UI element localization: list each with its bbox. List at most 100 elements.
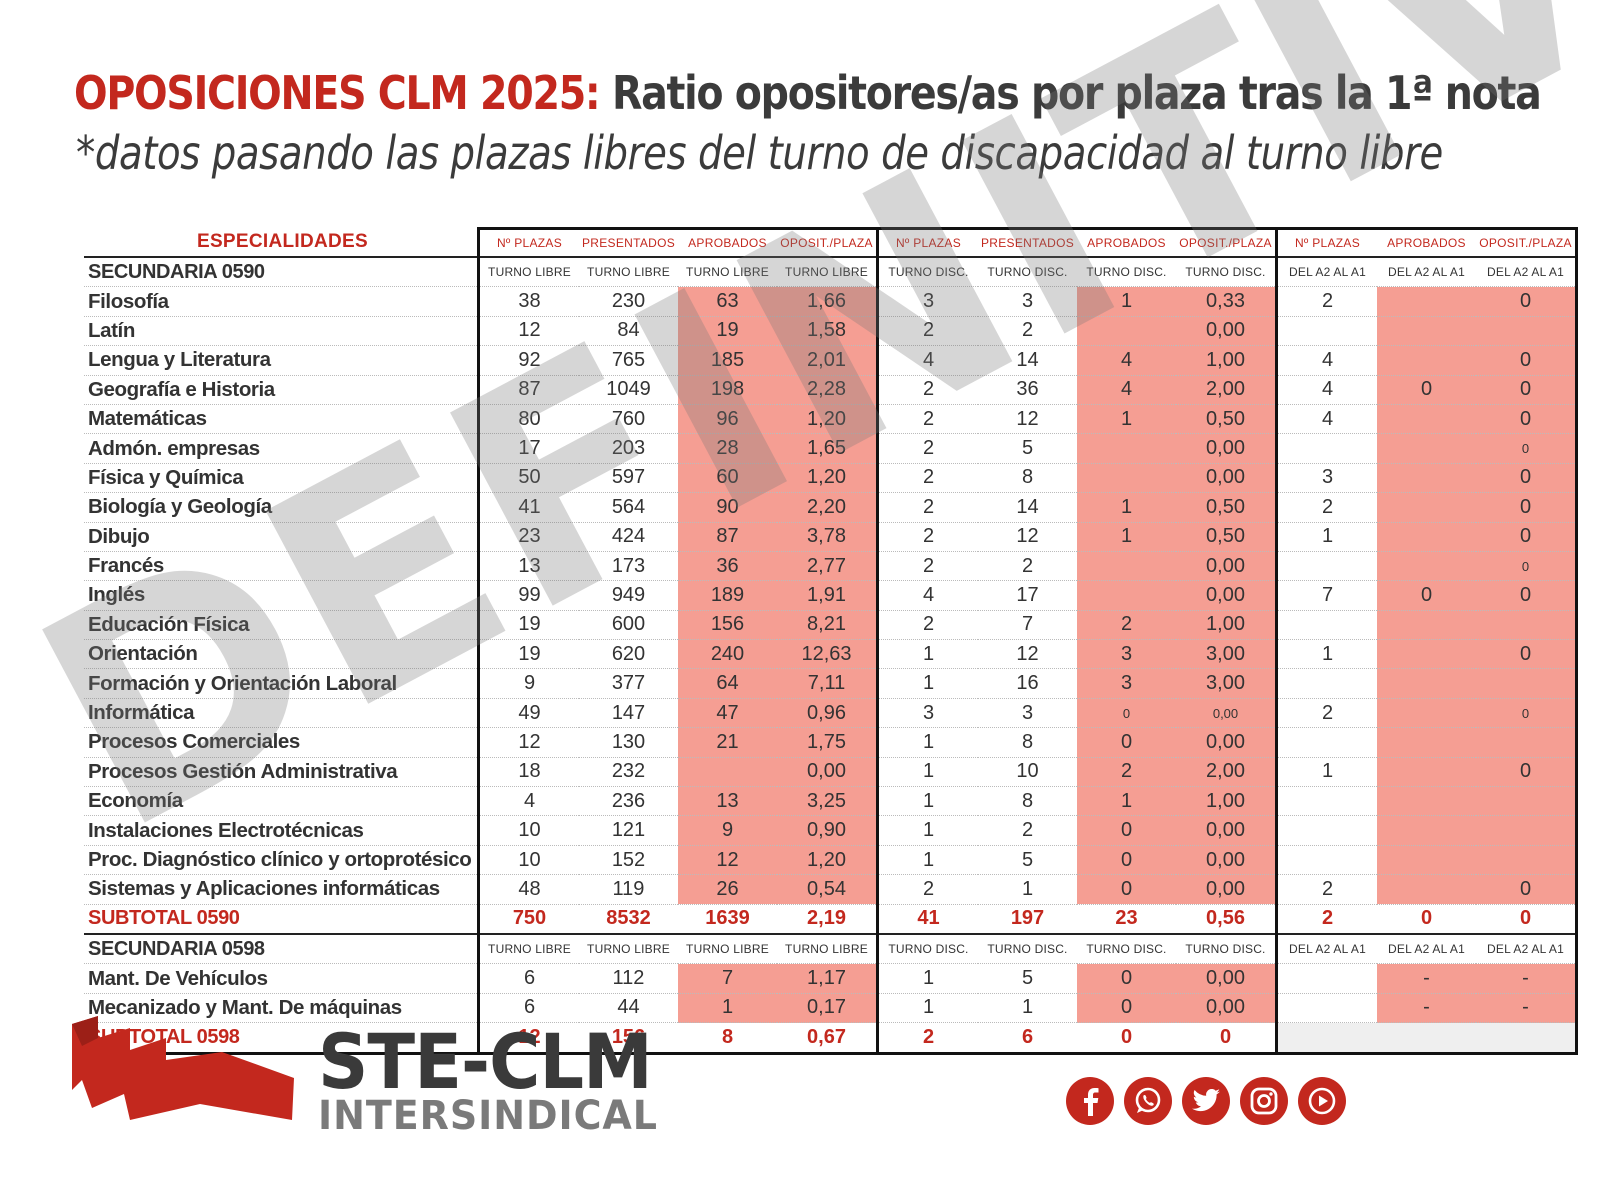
table-cell: 99 — [477, 580, 579, 611]
table-cell: 4 — [1077, 375, 1176, 405]
table-cell: 2,01 — [777, 345, 879, 376]
table-row: Informática 49 147 47 0,96 3 3 0 0,00 2 0 — [84, 698, 1578, 729]
table-cell: 765 — [579, 345, 678, 376]
table-row: Sistemas y Aplicaciones informáticas 48 11… — [84, 874, 1578, 905]
table-row: Dibujo 23 424 87 3,78 2 12 1 0,50 1 0 — [84, 522, 1578, 552]
table-cell: 147 — [579, 698, 678, 729]
table-cell — [1275, 433, 1377, 464]
specialty-name: Biología y Geología — [84, 492, 479, 523]
table-cell: 3,25 — [777, 786, 879, 817]
table-cell: 152 — [579, 845, 678, 876]
ratio-table-container: ESPECIALIDADES Nº PLAZAS PRESENTADOS APROBA… — [84, 227, 1578, 1055]
table-cell — [1377, 463, 1476, 494]
subtotal-label: SUBTOTAL 0590 — [84, 904, 479, 935]
table-cell: 2 — [1275, 286, 1377, 317]
youtube-icon[interactable] — [1298, 1077, 1346, 1125]
table-cell: 377 — [579, 668, 678, 699]
table-cell: 0,00 — [1176, 433, 1278, 464]
table-cell: 47 — [678, 698, 777, 729]
table-cell: 1 — [1077, 522, 1176, 552]
table-cell: 2 — [876, 375, 978, 405]
table-cell: 8 — [978, 727, 1077, 758]
table-cell — [1377, 639, 1476, 670]
specialty-name: Geografía e Historia — [84, 375, 479, 405]
table-cell: 0 — [1476, 492, 1578, 523]
subtotal-cell: 8532 — [579, 904, 678, 935]
subtotal-cell: 2 — [1275, 904, 1377, 935]
table-cell: 0,17 — [777, 993, 879, 1024]
column-header: OPOSIT./PLAZA — [1476, 227, 1578, 258]
table-cell: 0,50 — [1176, 404, 1278, 435]
table-cell: 2 — [978, 316, 1077, 347]
table-row: Admón. empresas 17 203 28 1,65 2 5 0,00 0 — [84, 433, 1578, 464]
table-cell: 21 — [678, 727, 777, 758]
sub-header: TURNO DISC. — [1176, 257, 1278, 288]
table-cell: 7 — [678, 963, 777, 994]
table-row: Procesos Gestión Administrativa 18 232 0,00… — [84, 757, 1578, 788]
table-cell: 0 — [1077, 698, 1176, 729]
column-header-row: ESPECIALIDADES Nº PLAZAS PRESENTADOS APROBA… — [84, 227, 1578, 258]
table-cell: 5 — [978, 433, 1077, 464]
section-title: SECUNDARIA 0598 — [84, 933, 479, 965]
table-cell: 12 — [978, 404, 1077, 435]
table-cell: 0 — [1377, 375, 1476, 405]
table-cell: 60 — [678, 463, 777, 494]
table-cell: 2 — [876, 463, 978, 494]
table-cell: 12 — [678, 845, 777, 876]
table-cell — [1275, 316, 1377, 347]
sub-header: DEL A2 AL A1 — [1377, 257, 1476, 288]
table-cell: 6 — [477, 993, 579, 1024]
facebook-icon[interactable] — [1066, 1077, 1114, 1125]
table-cell: 1 — [876, 668, 978, 699]
table-cell — [1377, 345, 1476, 376]
specialty-name: Filosofía — [84, 286, 479, 317]
table-cell: 1 — [876, 993, 978, 1024]
column-header-especialidades: ESPECIALIDADES — [84, 228, 479, 258]
page-title: OPOSICIONES CLM 2025: Ratio opositores/a… — [74, 66, 1542, 120]
section-header-row: SECUNDARIA 0598 TURNO LIBRE TURNO LIBRE TUR… — [84, 933, 1578, 965]
page-subtitle: *datos pasando las plazas libres del tur… — [76, 126, 1443, 180]
table-cell: 0 — [1476, 698, 1578, 729]
column-header: OPOSIT./PLAZA — [1176, 227, 1278, 258]
table-cell: 36 — [978, 375, 1077, 405]
subtotal-row: SUBTOTAL 0590 750 8532 1639 2,19 41 197 23 0,56 2… — [84, 904, 1578, 935]
table-cell: 2 — [876, 551, 978, 582]
table-cell: 185 — [678, 345, 777, 376]
sub-header: TURNO LIBRE — [477, 933, 579, 965]
table-cell: 19 — [477, 639, 579, 670]
table-cell: 1 — [1077, 492, 1176, 523]
table-cell: 597 — [579, 463, 678, 494]
table-cell: 13 — [678, 786, 777, 817]
table-cell — [1377, 698, 1476, 729]
table-cell: 1,20 — [777, 404, 879, 435]
whatsapp-icon[interactable] — [1124, 1077, 1172, 1125]
ratio-table: ESPECIALIDADES Nº PLAZAS PRESENTADOS APROBA… — [84, 227, 1578, 1055]
table-cell: 7 — [1275, 580, 1377, 611]
table-cell: 1 — [876, 963, 978, 994]
table-cell: 8,21 — [777, 610, 879, 641]
table-row: Mecanizado y Mant. De máquinas 6 44 1 0,17 1 1… — [84, 993, 1578, 1024]
table-cell: 2 — [1077, 757, 1176, 788]
instagram-icon[interactable] — [1240, 1077, 1288, 1125]
table-cell — [1377, 727, 1476, 758]
table-cell: 87 — [678, 522, 777, 552]
specialty-name: Economía — [84, 786, 479, 817]
table-cell: 1 — [876, 727, 978, 758]
table-cell — [1377, 874, 1476, 905]
table-cell — [1377, 433, 1476, 464]
table-cell — [1476, 610, 1578, 641]
table-cell — [1476, 786, 1578, 817]
table-cell: 236 — [579, 786, 678, 817]
title-highlight: OPOSICIONES CLM 2025: — [74, 66, 601, 120]
table-cell: 203 — [579, 433, 678, 464]
sub-header: TURNO LIBRE — [579, 933, 678, 965]
table-cell: 0 — [1077, 727, 1176, 758]
table-cell: 0,54 — [777, 874, 879, 905]
specialty-name: Física y Química — [84, 463, 479, 494]
sub-header: TURNO DISC. — [876, 257, 978, 288]
table-cell: 5 — [978, 845, 1077, 876]
twitter-icon[interactable] — [1182, 1077, 1230, 1125]
table-cell: 96 — [678, 404, 777, 435]
table-cell: 2,00 — [1176, 757, 1278, 788]
table-cell: 173 — [579, 551, 678, 582]
